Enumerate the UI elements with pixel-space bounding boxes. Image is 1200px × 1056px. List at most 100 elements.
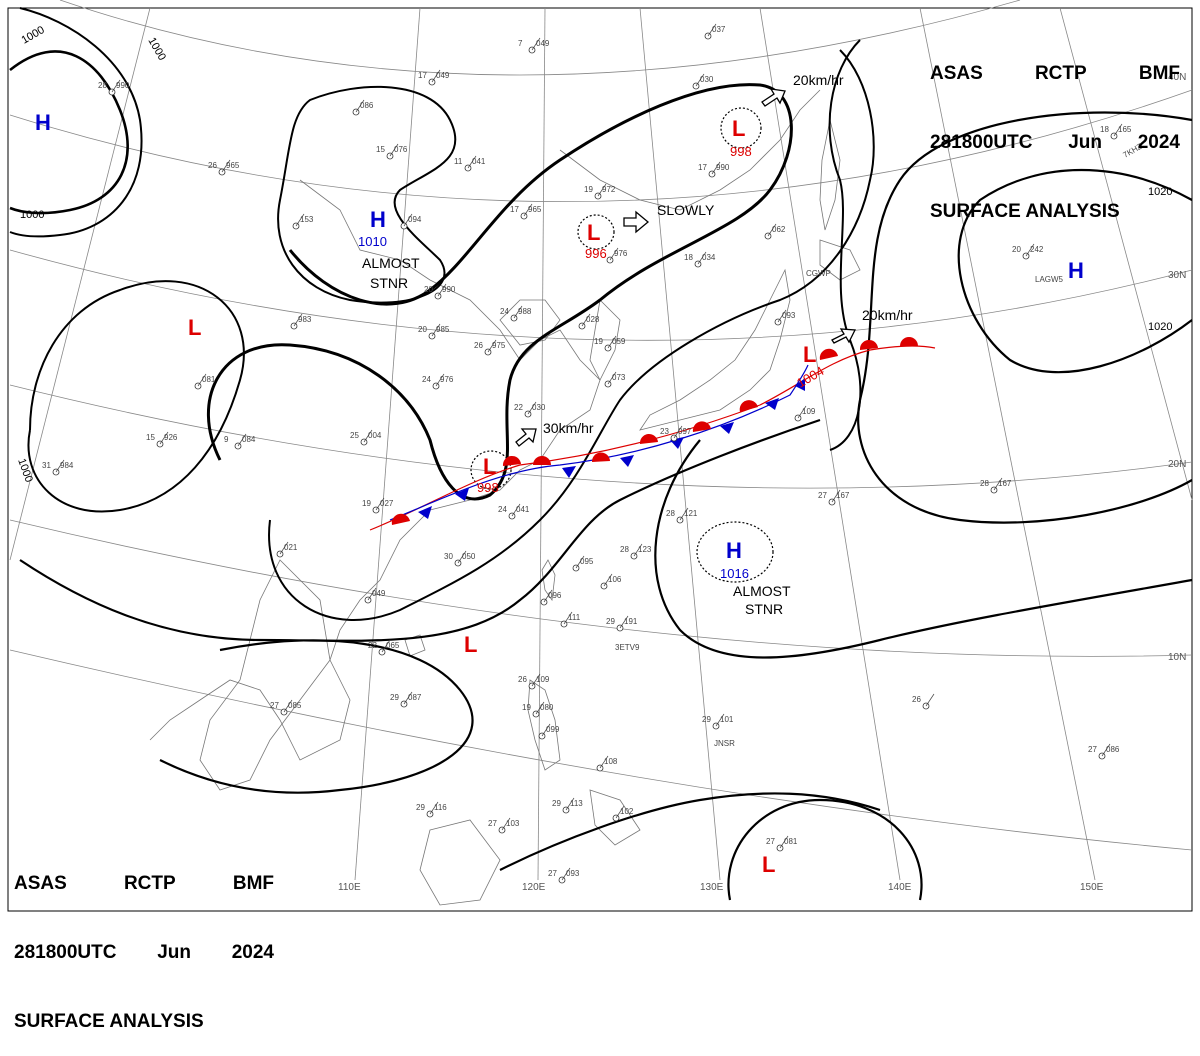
low-symbol: L <box>732 116 745 141</box>
lat-line-20n <box>9 384 1193 489</box>
isobar-label: 1000 <box>15 457 35 484</box>
coast-mindanao <box>589 789 641 846</box>
wind-barb <box>513 305 523 319</box>
isobar-south-loop <box>268 49 875 621</box>
wind-barb <box>541 723 551 737</box>
wind-barb <box>467 155 477 169</box>
low-symbol: L <box>188 315 201 340</box>
station-temperature: 29 <box>552 799 561 808</box>
wind-barb <box>711 161 721 175</box>
wind-barb <box>279 541 289 555</box>
coast-hokkaido <box>819 239 861 281</box>
station-pressure: 027 <box>380 499 394 508</box>
station-pressure: 988 <box>518 307 532 316</box>
station-plot: 26 975 <box>474 339 506 356</box>
station-temperature: 17 <box>510 205 519 214</box>
station-plot: 28 123 <box>620 543 652 560</box>
isobar-1020-east <box>957 168 1193 374</box>
header-product: ASAS <box>930 63 983 84</box>
cold-triangle <box>455 488 469 501</box>
station-plot: 28 167 <box>980 477 1012 494</box>
station-plot: 7 049 <box>518 37 550 54</box>
wind-barb <box>55 459 65 473</box>
station-pressure: 983 <box>298 315 312 324</box>
motion-text-30kmhr: 30km/hr <box>543 420 594 436</box>
warm-bulge <box>900 337 918 346</box>
station-temperature: 9 <box>224 435 229 444</box>
station-temperature: 27 <box>488 819 497 828</box>
wind-barb <box>531 37 541 51</box>
system-circles <box>470 107 774 583</box>
station-pressure: 116 <box>434 803 447 812</box>
station-plot: 106 <box>600 573 622 590</box>
station-temperature: 26 <box>474 341 483 350</box>
station-plot: 29 116 <box>416 801 447 818</box>
station-plot: 086 <box>352 99 374 116</box>
station-pressure: 965 <box>528 205 542 214</box>
station-temperature: 27 <box>766 837 775 846</box>
wind-barb <box>673 425 683 439</box>
lat-line-0 <box>9 649 1193 851</box>
motion-arrow-northeast <box>761 88 786 107</box>
station-pressure: 103 <box>506 819 520 828</box>
station-pressure: 084 <box>242 435 256 444</box>
station-plot: 28 990 <box>98 79 130 96</box>
wind-barb <box>925 693 935 707</box>
motion-text-20kmhr-north: 20km/hr <box>793 72 844 88</box>
header-month: Jun <box>157 942 191 963</box>
station-plot: 028 <box>578 313 600 330</box>
station-pressure: 097 <box>678 427 692 436</box>
wind-barb <box>715 713 725 727</box>
front-line-blue <box>389 364 809 521</box>
low-circle <box>577 214 615 250</box>
motion-arrow-east-slowly <box>623 210 650 234</box>
low-pressure-value: 998 <box>477 480 499 495</box>
wind-barb <box>501 817 511 831</box>
warm-bulge <box>391 513 410 525</box>
weather-map: 40N 30N 20N 10N 110E 120E 130E 140E 150E <box>7 0 1193 912</box>
cold-triangle <box>620 455 634 467</box>
isobar-1000-northwest-outer <box>9 7 143 238</box>
isobar-tropical-east <box>654 439 1193 659</box>
wind-barb <box>535 701 545 715</box>
header-product: ASAS <box>14 873 67 894</box>
station-temperature: 19 <box>584 185 593 194</box>
pressure-systems: H H 1010 H 1016 H L 998 L 996 L 998 L 10… <box>35 110 1084 877</box>
header-time: 281800UTC <box>930 132 1033 153</box>
wind-barb <box>431 323 441 337</box>
warm-bulge <box>859 339 878 350</box>
low-symbol: L <box>464 632 477 657</box>
lon-line-150e <box>919 7 1096 881</box>
station-temperature: 29 <box>390 693 399 702</box>
wind-barb <box>511 503 521 517</box>
isobar-label: 1020 <box>1148 186 1172 198</box>
station-pressure: 049 <box>436 71 450 80</box>
station-plot: 30 050 <box>444 550 476 567</box>
station-temperature: 19 <box>594 337 603 346</box>
high-symbol: H <box>35 110 51 135</box>
low-symbol: L <box>803 342 816 367</box>
wind-barb <box>381 639 391 653</box>
high-pressure-value: 1016 <box>720 566 749 581</box>
station-pressure: 095 <box>580 557 594 566</box>
warm-front-bulges <box>391 337 918 525</box>
almost-stnr-text: ALMOST <box>733 583 791 599</box>
station-pressure: 093 <box>782 311 796 320</box>
station-temperature: 27 <box>1088 745 1097 754</box>
station-temperature: 18 <box>1100 125 1109 134</box>
station-temperature: 17 <box>418 71 427 80</box>
station-pressure: 106 <box>608 575 622 584</box>
grid-labels: 40N 30N 20N 10N 110E 120E 130E 140E 150E <box>338 72 1186 893</box>
station-temperature: 25 <box>350 431 359 440</box>
station-pressure: 093 <box>566 869 580 878</box>
wind-barb <box>295 213 305 227</box>
ship-id: 3ETV9 <box>615 643 640 652</box>
wind-barb <box>527 401 537 415</box>
wind-barb <box>523 203 533 217</box>
header-title: SURFACE ANALYSIS <box>930 201 1120 222</box>
wind-barb <box>111 79 121 93</box>
coast-asia-mainland <box>149 179 601 761</box>
lat-label-20n: 20N <box>1168 459 1186 470</box>
station-plot: 29 087 <box>390 691 422 708</box>
header-line-2: 281800UTC Jun 2024 <box>930 131 1180 154</box>
